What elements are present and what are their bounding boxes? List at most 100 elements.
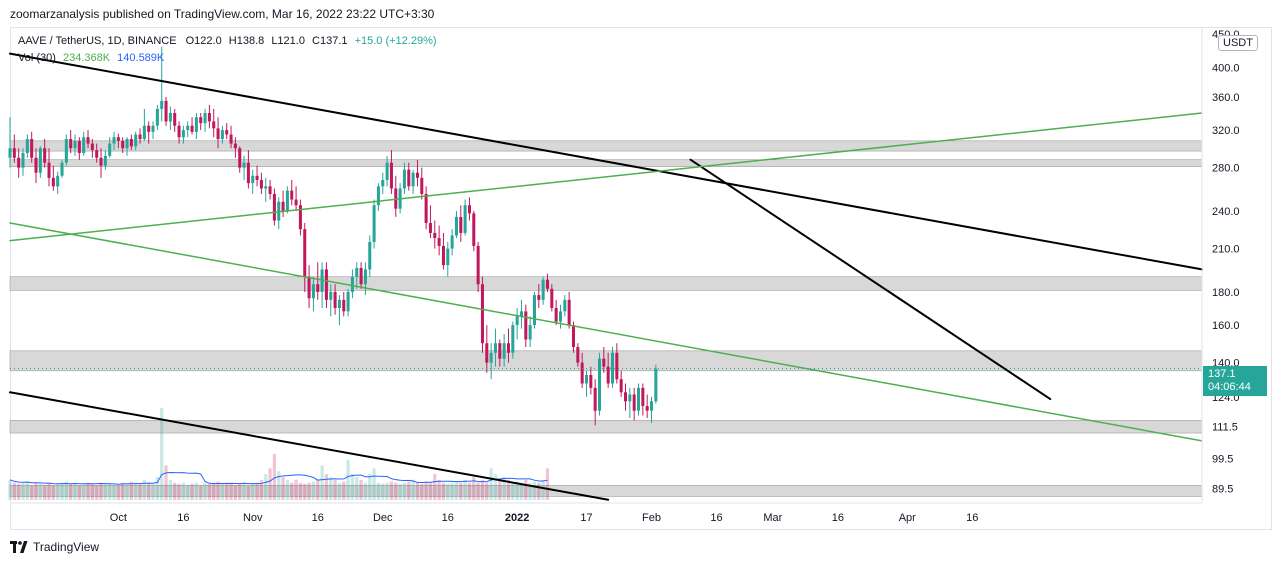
volume-bar xyxy=(30,485,34,500)
price-chart[interactable]: 450.0400.0360.0320.0280.0240.0210.0180.0… xyxy=(0,0,1280,530)
price-tick-label: 400.0 xyxy=(1212,62,1240,74)
volume-bar xyxy=(116,485,120,500)
candle xyxy=(541,276,545,305)
candle-body xyxy=(558,311,563,322)
candle-body xyxy=(246,162,250,184)
candle-body xyxy=(437,238,441,246)
price-axis[interactable]: 450.0400.0360.0320.0280.0240.0210.0180.0… xyxy=(1201,28,1240,503)
candle xyxy=(290,179,294,206)
candle xyxy=(116,133,120,149)
time-tick-label: Feb xyxy=(642,512,661,524)
support-resistance-zones xyxy=(9,140,1203,497)
symbol-legend[interactable]: AAVE / TetherUS, 1D, BINANCE O122.0 H138… xyxy=(18,35,441,47)
volume-bar xyxy=(454,481,459,500)
candle-body xyxy=(121,140,125,149)
candle xyxy=(472,211,476,252)
candle xyxy=(155,104,159,131)
volume-bars xyxy=(8,407,550,500)
candle-body xyxy=(485,343,489,363)
candle-body xyxy=(225,130,229,135)
trendlines[interactable] xyxy=(9,52,1203,501)
volume-bar xyxy=(433,474,437,500)
candle xyxy=(558,304,563,329)
candle xyxy=(142,108,146,141)
candle xyxy=(519,299,523,329)
volume-bar xyxy=(47,482,51,500)
volume-bar xyxy=(177,483,181,500)
candle xyxy=(428,205,432,239)
candle xyxy=(268,179,272,200)
candle xyxy=(12,134,16,163)
volume-bar xyxy=(60,482,64,500)
candle xyxy=(636,383,641,416)
candle xyxy=(194,113,198,140)
candle-body xyxy=(194,117,198,132)
candle-body xyxy=(216,128,220,140)
volume-legend[interactable]: Vol (30) 234.368K 140.589K xyxy=(18,52,164,64)
volume-bar xyxy=(77,485,81,500)
candle-body xyxy=(632,394,636,411)
candle xyxy=(264,177,268,202)
time-tick-label: 2022 xyxy=(505,512,529,524)
volume-bar xyxy=(251,483,255,500)
candle-body xyxy=(21,152,25,168)
volume-bar xyxy=(121,482,125,500)
candle xyxy=(654,364,658,404)
candle xyxy=(524,304,528,348)
volume-bar xyxy=(190,483,194,500)
candle xyxy=(103,150,107,170)
candle-body xyxy=(628,394,632,402)
candle xyxy=(645,394,649,418)
candle xyxy=(251,169,255,194)
candle xyxy=(25,134,29,158)
candle xyxy=(407,162,411,191)
candle xyxy=(415,159,419,187)
price-tick-label: 111.5 xyxy=(1212,422,1238,434)
candle-body xyxy=(545,279,550,289)
candle xyxy=(463,199,467,236)
candle-body xyxy=(467,205,471,214)
candle-body xyxy=(64,139,68,163)
candle xyxy=(515,308,519,340)
candle xyxy=(532,291,536,329)
candle-body xyxy=(433,232,437,239)
time-axis[interactable]: Oct 16 Nov 16 Dec 16 2022 17 Feb 16 Mar 16 Apr 16 xyxy=(10,502,1202,524)
volume-label[interactable]: Vol (30) xyxy=(18,52,56,64)
candle-body xyxy=(550,288,554,309)
candles xyxy=(8,46,658,426)
candle xyxy=(73,134,77,156)
candle-body xyxy=(355,267,359,277)
candle xyxy=(134,131,138,151)
time-tick-label: 16 xyxy=(710,512,722,524)
candle xyxy=(199,113,203,131)
volume-bar xyxy=(216,481,220,500)
candle xyxy=(363,262,367,296)
volume-bar xyxy=(8,479,12,500)
candle-body xyxy=(346,291,350,312)
volume-bar xyxy=(147,482,151,500)
candle xyxy=(151,121,155,140)
candle xyxy=(38,146,42,178)
volume-bar xyxy=(398,483,402,500)
candle xyxy=(168,106,172,131)
candle xyxy=(602,347,606,373)
symbol-name[interactable]: AAVE / TetherUS, 1D, BINANCE xyxy=(18,35,177,47)
candle xyxy=(190,117,194,135)
candle-body xyxy=(537,295,541,300)
volume-bar xyxy=(225,482,229,500)
tradingview-footer[interactable]: TradingView xyxy=(10,540,99,554)
currency-badge[interactable]: USDT xyxy=(1218,35,1258,51)
volume-bar xyxy=(129,481,133,500)
candle xyxy=(402,162,406,194)
black-trendline xyxy=(9,52,1203,271)
volume-bar xyxy=(372,468,376,500)
volume-bar xyxy=(368,474,372,500)
candle-body xyxy=(212,121,216,129)
candle-body xyxy=(623,392,628,402)
price-tick-label: 89.5 xyxy=(1212,483,1233,495)
candle-body xyxy=(138,134,142,140)
candle-body xyxy=(294,199,298,206)
volume-bar xyxy=(112,485,116,500)
candle xyxy=(619,370,623,397)
candle xyxy=(233,137,237,158)
